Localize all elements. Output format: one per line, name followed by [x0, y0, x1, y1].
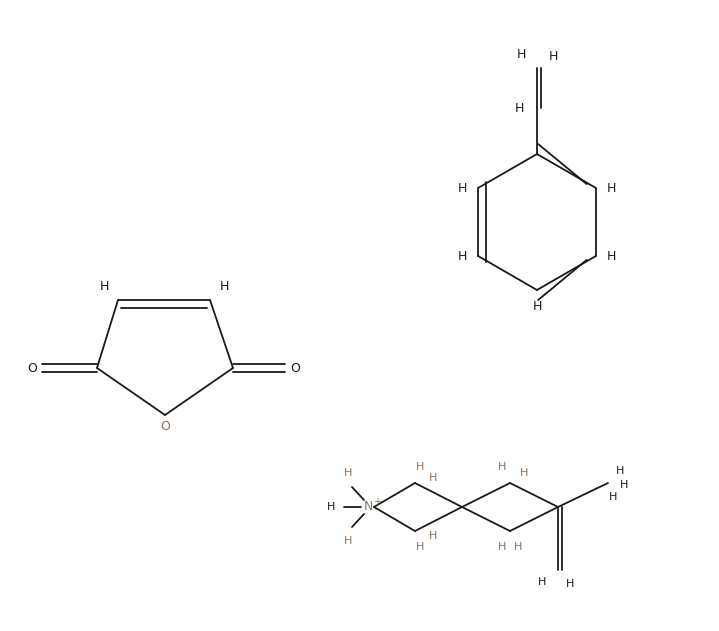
Text: H: H	[498, 462, 506, 472]
Text: H: H	[538, 577, 546, 587]
Text: O: O	[160, 420, 170, 433]
Text: H: H	[219, 280, 229, 293]
Text: H: H	[609, 492, 617, 502]
Text: H: H	[514, 102, 523, 114]
Text: H: H	[457, 182, 467, 194]
Text: H: H	[615, 466, 624, 476]
Text: O: O	[27, 362, 37, 375]
Text: H: H	[327, 502, 335, 512]
Text: H: H	[99, 280, 109, 293]
Text: H: H	[620, 480, 628, 490]
Text: N: N	[363, 500, 372, 514]
Text: H: H	[608, 249, 617, 262]
Text: O: O	[290, 362, 300, 375]
Text: H: H	[429, 531, 437, 541]
Text: H: H	[549, 49, 558, 62]
Text: H: H	[566, 579, 574, 589]
Text: H: H	[514, 542, 522, 552]
Text: H: H	[344, 536, 352, 546]
Text: H: H	[520, 468, 528, 478]
Text: H: H	[516, 47, 526, 61]
Text: H: H	[429, 473, 437, 483]
Text: H: H	[498, 542, 506, 552]
Text: H: H	[416, 542, 424, 552]
Text: H: H	[608, 182, 617, 194]
Text: H: H	[416, 462, 424, 472]
Text: H: H	[344, 468, 352, 478]
Text: H: H	[457, 249, 467, 262]
Text: +: +	[373, 497, 381, 507]
Text: H: H	[532, 300, 541, 312]
